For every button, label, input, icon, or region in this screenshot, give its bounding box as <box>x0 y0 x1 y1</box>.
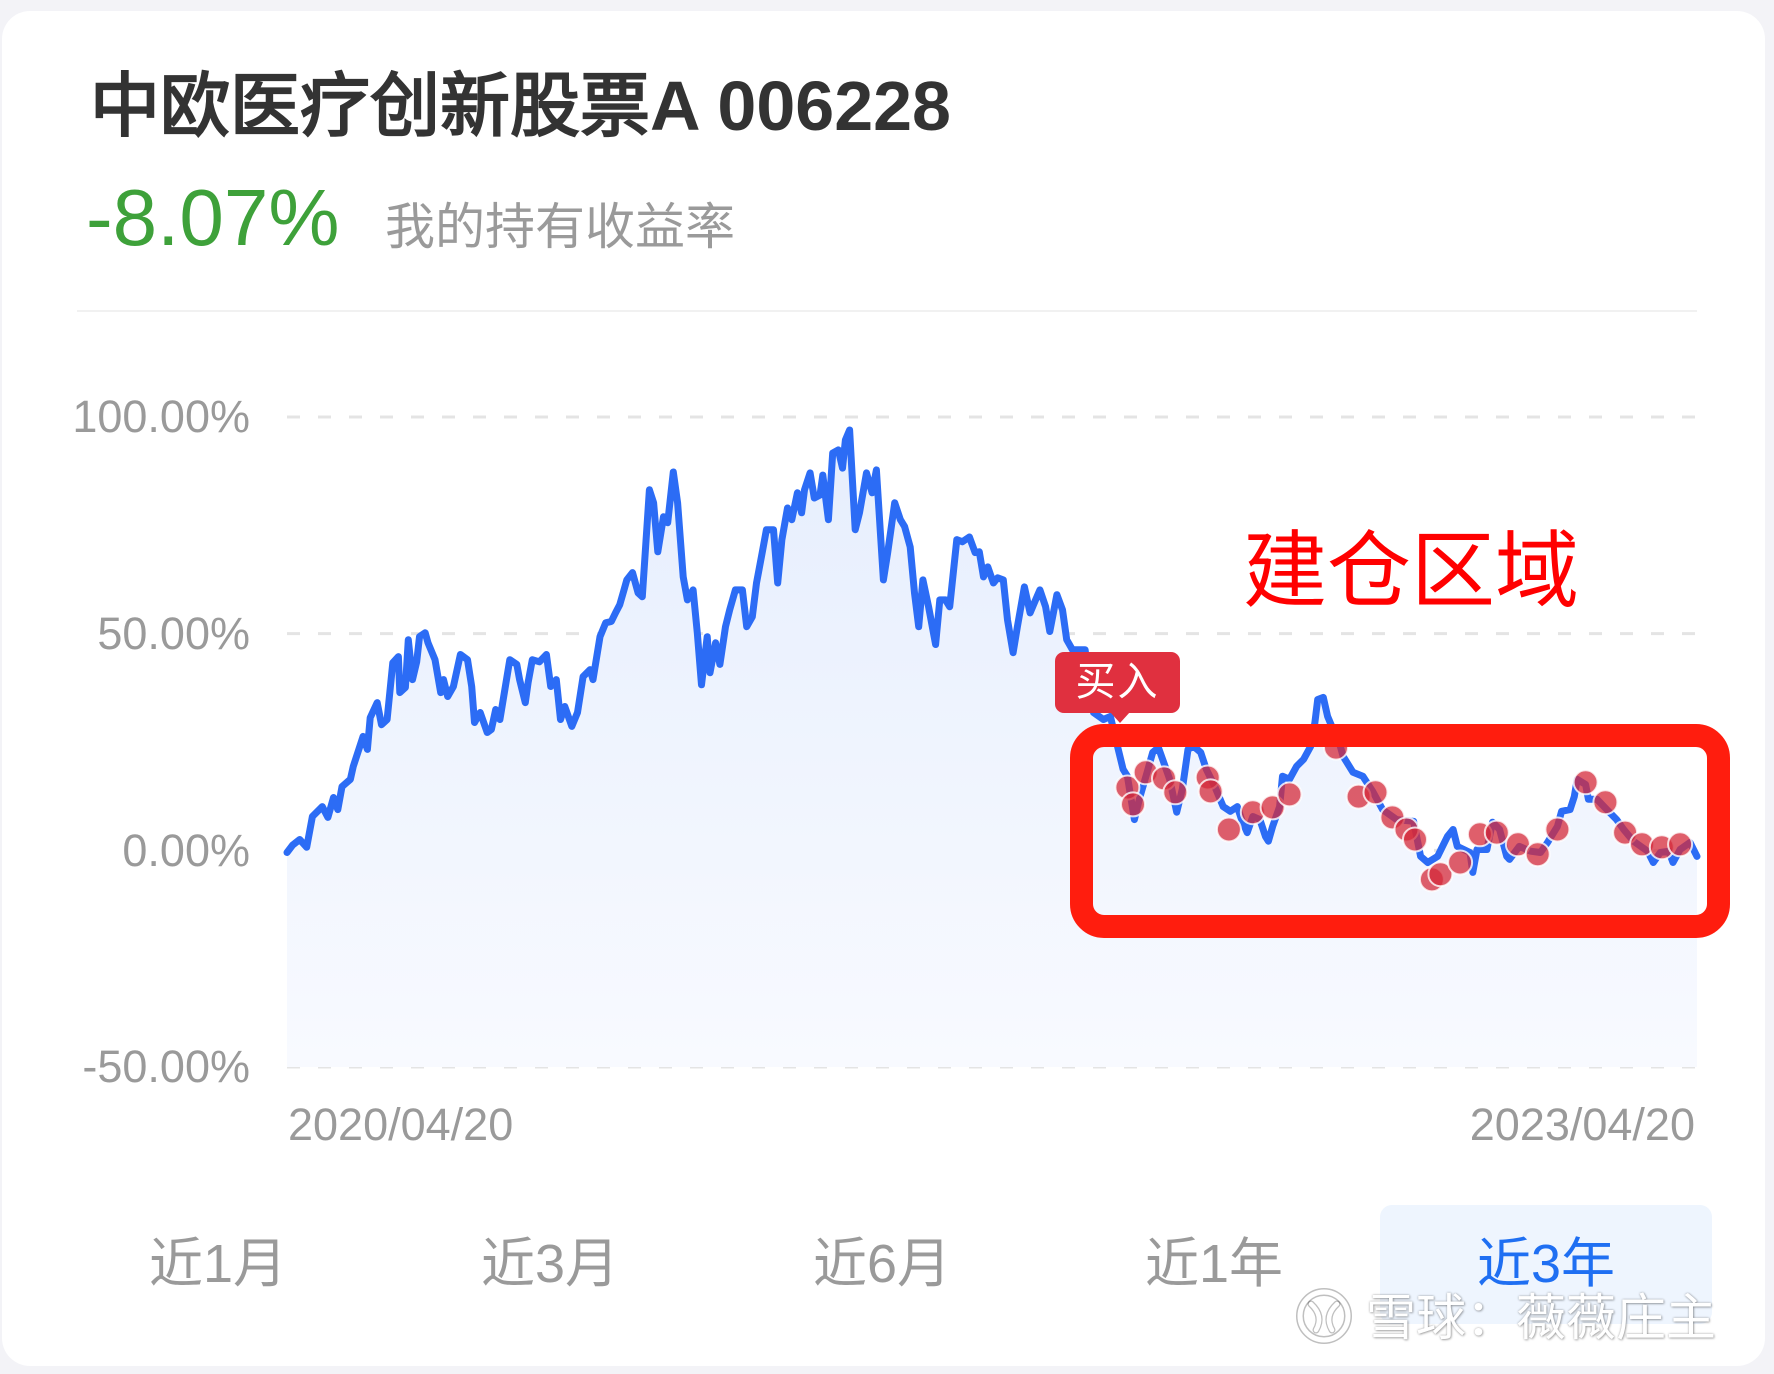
tab-1-month[interactable]: 近1月 <box>148 1234 288 1294</box>
buy-badge-pointer <box>1110 712 1130 723</box>
y-axis-label-50: 50.00% <box>97 608 250 659</box>
y-axis-label-100: 100.00% <box>72 391 250 442</box>
buy-point-marker <box>1197 778 1224 805</box>
buy-point-marker <box>1215 816 1242 843</box>
tab-3-years[interactable]: 近3年 <box>1380 1205 1712 1324</box>
tab-3-months[interactable]: 近3月 <box>480 1234 620 1294</box>
holding-return-label: 我的持有收益率 <box>385 199 735 255</box>
holding-return-value: -8.07% <box>86 173 340 262</box>
buy-point-marker <box>1427 861 1454 888</box>
period-tabs: 近1月 近3月 近6月 近1年 近3年 <box>52 1205 1712 1324</box>
buy-point-marker <box>1162 779 1189 806</box>
buy-point-marker <box>1362 779 1389 806</box>
buy-point-marker <box>1592 789 1619 816</box>
y-axis-label-minus-50: -50.00% <box>82 1041 250 1092</box>
tab-1-year[interactable]: 近1年 <box>1144 1234 1284 1294</box>
buy-point-marker <box>1544 816 1571 843</box>
position-building-zone-box <box>1070 724 1730 938</box>
buy-point-marker <box>1447 849 1474 876</box>
fund-title: 中欧医疗创新股票A 006228 <box>90 67 951 145</box>
watermark-text: 雪球：薇薇庄主 <box>1366 1290 1716 1346</box>
buy-point-marker <box>1276 781 1303 808</box>
position-building-zone-label: 建仓区域 <box>1243 524 1580 618</box>
buy-point-marker <box>1572 769 1599 796</box>
buy-point-marker <box>1402 826 1428 853</box>
buy-point-marker <box>1524 841 1551 868</box>
y-axis-label-0: 0.00% <box>122 825 250 876</box>
x-axis-end-date: 2023/04/20 <box>1469 1099 1695 1150</box>
x-axis-start-date: 2020/04/20 <box>288 1099 514 1150</box>
xueqiu-logo-icon <box>1296 1288 1352 1344</box>
buy-point-marker <box>1483 819 1510 846</box>
buy-point-marker <box>1667 831 1694 858</box>
header-divider <box>77 310 1697 312</box>
buy-badge: 买入 <box>1055 652 1180 713</box>
tab-6-months[interactable]: 近6月 <box>812 1234 952 1294</box>
buy-point-marker <box>1120 791 1146 818</box>
area-fill <box>287 430 1697 1067</box>
